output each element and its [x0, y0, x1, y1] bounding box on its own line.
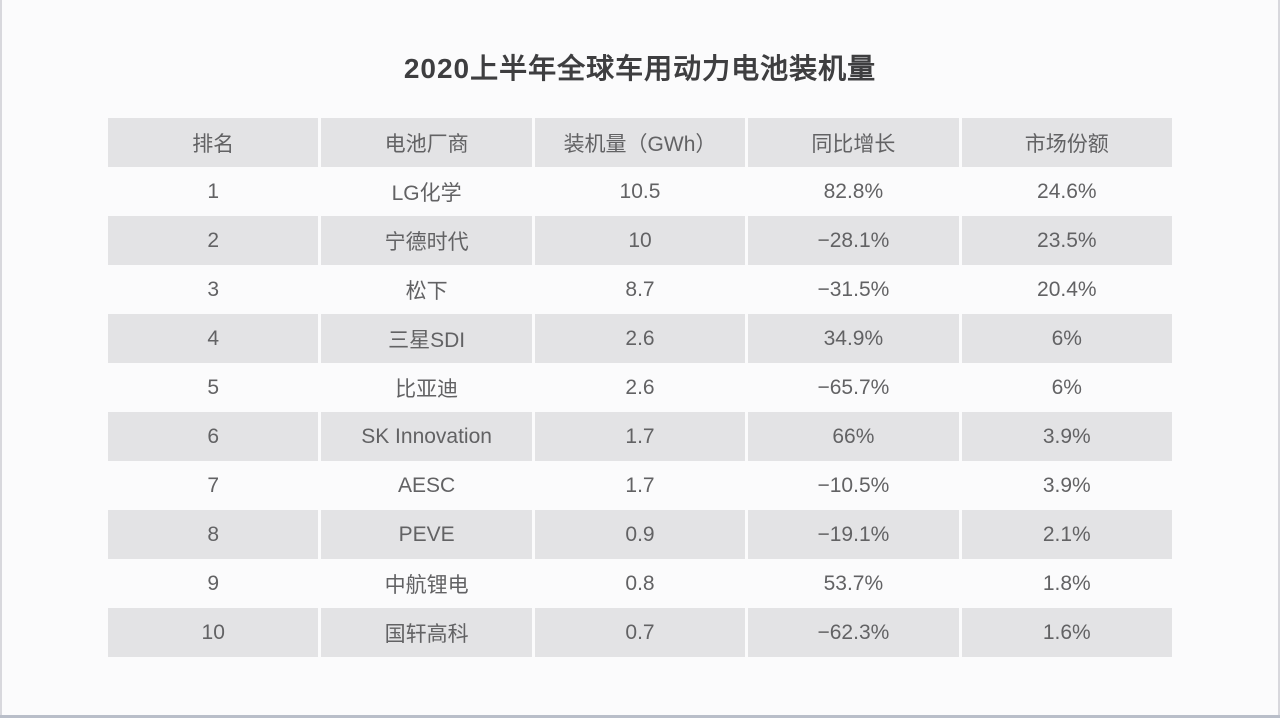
capacity-cell: 1.7 — [534, 412, 746, 461]
market-share-cell: 1.8% — [1042, 571, 1091, 595]
yoy-growth-cell: 66% — [748, 412, 959, 461]
left-edge-line — [0, 0, 2, 718]
manufacturer-cell: 比亚迪 — [395, 377, 459, 401]
yoy-growth-cell: −10.5% — [817, 473, 890, 497]
market-share-cell: 2.1% — [961, 510, 1172, 559]
rank-cell: 4 — [108, 314, 319, 363]
capacity-cell: 1.7 — [625, 473, 655, 497]
page-title: 2020上半年全球车用动力电池装机量 — [403, 53, 877, 84]
column-header: 装机量（GWh） — [534, 118, 746, 167]
rank-cell: 9 — [207, 571, 220, 595]
capacity-cell: 0.9 — [534, 510, 746, 559]
capacity-cell: 0.8 — [625, 571, 655, 595]
market-share-cell: 3.9% — [1042, 473, 1091, 497]
capacity-cell: 8.7 — [625, 277, 655, 301]
table-row: 1 LG化学 10.5 82.8% 24.6% — [108, 167, 1172, 216]
market-share-cell: 23.5% — [961, 216, 1172, 265]
manufacturer-cell: 国轩高科 — [321, 608, 532, 657]
table-row: 4 三星SDI 2.6 34.9% 6% — [108, 314, 1172, 363]
yoy-growth-cell: −19.1% — [748, 510, 959, 559]
rank-cell: 8 — [108, 510, 319, 559]
manufacturer-cell: SK Innovation — [321, 412, 532, 461]
manufacturer-cell: 中航锂电 — [384, 573, 469, 597]
table-row: 7 AESC 1.7 −10.5% 3.9% — [108, 461, 1172, 510]
yoy-growth-cell: −31.5% — [817, 277, 890, 301]
column-header: 电池厂商 — [321, 118, 532, 167]
manufacturer-cell: 宁德时代 — [321, 216, 532, 265]
capacity-cell: 10 — [534, 216, 746, 265]
table-header-row: 排名 电池厂商 装机量（GWh） 同比增长 市场份额 — [108, 118, 1172, 167]
manufacturer-cell: PEVE — [321, 510, 532, 559]
market-share-cell: 20.4% — [1037, 277, 1097, 301]
market-share-cell: 6% — [1051, 375, 1082, 399]
table-row: 9 中航锂电 0.8 53.7% 1.8% — [108, 559, 1172, 608]
rank-cell: 2 — [108, 216, 319, 265]
capacity-cell: 10.5 — [619, 179, 661, 203]
yoy-growth-cell: −62.3% — [748, 608, 959, 657]
market-share-cell: 3.9% — [961, 412, 1172, 461]
manufacturer-cell: 松下 — [405, 279, 448, 303]
market-share-cell: 24.6% — [1037, 179, 1097, 203]
battery-installation-table: 排名 电池厂商 装机量（GWh） 同比增长 市场份额 1 LG化学 10.5 82.8% 24.6… — [108, 118, 1172, 657]
yoy-growth-cell: 34.9% — [748, 314, 959, 363]
yoy-growth-cell: 53.7% — [823, 571, 884, 595]
capacity-cell: 2.6 — [534, 314, 746, 363]
table-row: 5 比亚迪 2.6 −65.7% 6% — [108, 363, 1172, 412]
table-row: 3 松下 8.7 −31.5% 20.4% — [108, 265, 1172, 314]
market-share-cell: 1.6% — [961, 608, 1172, 657]
capacity-cell: 0.7 — [534, 608, 746, 657]
column-header: 排名 — [108, 118, 319, 167]
bottom-edge-line — [0, 715, 1280, 718]
rank-cell: 10 — [108, 608, 319, 657]
column-header: 同比增长 — [748, 118, 959, 167]
capacity-cell: 2.6 — [625, 375, 655, 399]
rank-cell: 3 — [207, 277, 220, 301]
manufacturer-cell: 三星SDI — [321, 314, 532, 363]
table-row: 6 SK Innovation 1.7 66% 3.9% — [108, 412, 1172, 461]
table-row: 2 宁德时代 10 −28.1% 23.5% — [108, 216, 1172, 265]
market-share-cell: 6% — [961, 314, 1172, 363]
rank-cell: 6 — [108, 412, 319, 461]
right-edge-line — [1278, 0, 1280, 718]
table-row: 10 国轩高科 0.7 −62.3% 1.6% — [108, 608, 1172, 657]
rank-cell: 7 — [207, 473, 220, 497]
rank-cell: 1 — [207, 179, 220, 203]
table-row: 8 PEVE 0.9 −19.1% 2.1% — [108, 510, 1172, 559]
rank-cell: 5 — [207, 375, 220, 399]
yoy-growth-cell: 82.8% — [823, 179, 884, 203]
manufacturer-cell: LG化学 — [391, 181, 462, 205]
yoy-growth-cell: −28.1% — [748, 216, 959, 265]
yoy-growth-cell: −65.7% — [817, 375, 890, 399]
column-header: 市场份额 — [961, 118, 1172, 167]
manufacturer-cell: AESC — [398, 473, 456, 497]
